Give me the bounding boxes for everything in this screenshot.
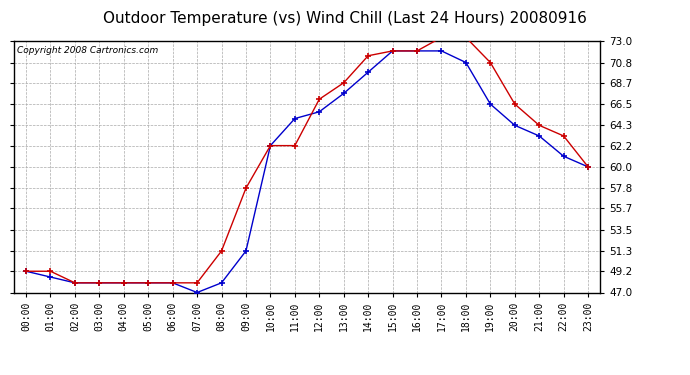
Text: Outdoor Temperature (vs) Wind Chill (Last 24 Hours) 20080916: Outdoor Temperature (vs) Wind Chill (Las… xyxy=(103,11,587,26)
Text: Copyright 2008 Cartronics.com: Copyright 2008 Cartronics.com xyxy=(17,46,158,55)
